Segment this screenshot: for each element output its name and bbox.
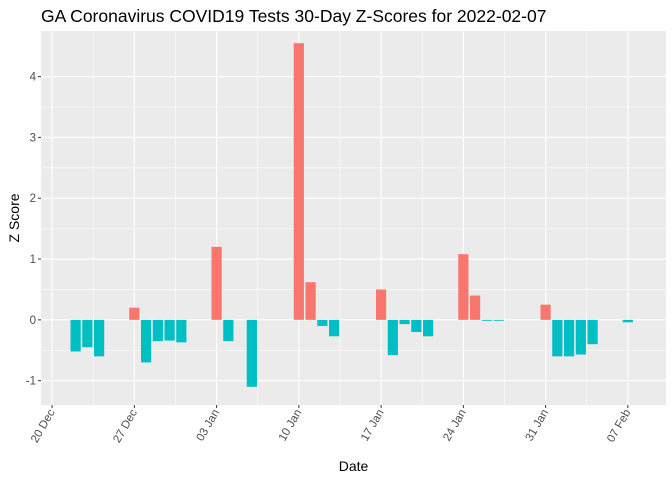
bar (317, 319, 328, 326)
bar (540, 304, 551, 320)
bar (564, 319, 575, 357)
x-axis-title: Date (339, 458, 369, 474)
y-tick-label: 4 (30, 72, 37, 84)
y-axis-title: Z Score (6, 193, 22, 242)
bar (399, 319, 410, 325)
x-tick-label: 10 Jan (277, 408, 305, 444)
bars (70, 43, 633, 387)
x-tick-label: 31 Jan (524, 408, 552, 444)
bar (223, 319, 234, 342)
bar (82, 319, 93, 348)
bar (152, 319, 163, 342)
bar (376, 289, 387, 320)
bar (70, 319, 81, 352)
bar (411, 319, 422, 333)
bar (246, 319, 257, 387)
bar (94, 319, 105, 357)
y-tick-label: 1 (30, 254, 36, 266)
x-tick-label: 24 Jan (441, 408, 469, 444)
bar (211, 246, 222, 320)
bar (129, 307, 140, 320)
y-tick-label: 2 (30, 193, 36, 205)
x-tick-label: 27 Dec (111, 407, 140, 445)
bar (164, 319, 175, 341)
bar (141, 319, 152, 363)
x-tick-label: 20 Dec (29, 407, 58, 445)
y-tick-label: -1 (26, 376, 36, 388)
bar (423, 319, 434, 337)
bar (587, 319, 598, 345)
bar (575, 319, 586, 355)
chart-title: GA Coronavirus COVID19 Tests 30-Day Z-Sc… (41, 6, 546, 26)
bar (458, 254, 469, 320)
x-tick-label: 17 Jan (359, 408, 387, 444)
bar (305, 282, 316, 320)
x-tick-label: 07 Feb (605, 408, 633, 445)
bar (329, 319, 340, 337)
bar (470, 295, 481, 320)
bar (493, 319, 504, 321)
bar (481, 319, 492, 321)
y-tick-label: 3 (30, 132, 36, 144)
bar (387, 319, 398, 356)
y-tick-label: 0 (30, 315, 36, 327)
bar (552, 319, 563, 357)
bar (293, 43, 304, 320)
bar (176, 319, 187, 343)
x-tick-label: 03 Jan (195, 408, 223, 444)
bar (622, 319, 633, 323)
